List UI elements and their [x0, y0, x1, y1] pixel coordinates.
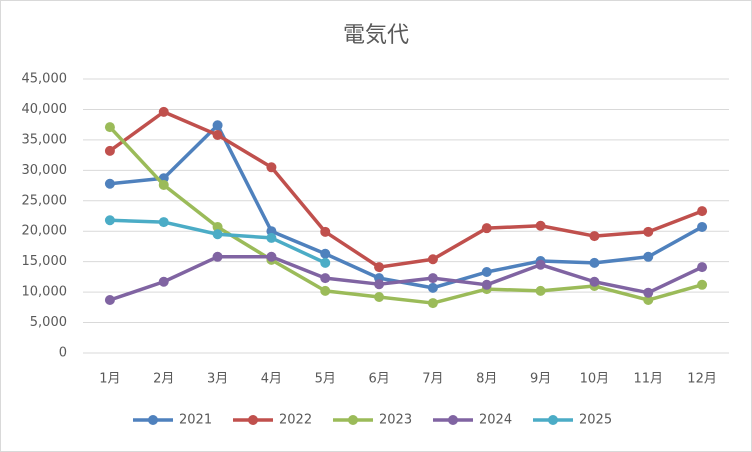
data-point: [697, 221, 708, 232]
x-tick-label: 10月: [580, 372, 610, 387]
data-point: [104, 215, 115, 226]
x-tick-label: 3月: [207, 372, 228, 387]
y-tick-label: 20,000: [22, 224, 68, 239]
legend-label: 2023: [379, 413, 412, 428]
data-point: [266, 251, 277, 262]
data-point: [589, 276, 600, 287]
data-point: [481, 223, 492, 234]
x-tick-label: 6月: [368, 372, 389, 387]
data-point: [320, 248, 331, 259]
data-point: [643, 251, 654, 262]
legend-marker: [148, 415, 158, 425]
x-tick-label: 5月: [315, 372, 336, 387]
data-point: [158, 179, 169, 190]
data-point: [374, 291, 385, 302]
x-tick-label: 1月: [99, 372, 120, 387]
data-point: [374, 262, 385, 273]
series-line: [108, 110, 704, 269]
y-tick-label: 10,000: [22, 285, 68, 300]
legend-label: 2025: [579, 413, 612, 428]
y-tick-label: 0: [59, 346, 67, 361]
data-point: [643, 287, 654, 298]
legend-label: 2022: [279, 413, 312, 428]
legend-label: 2021: [179, 413, 212, 428]
data-point: [320, 273, 331, 284]
legend-marker: [448, 415, 458, 425]
y-tick-label: 25,000: [22, 193, 68, 208]
data-point: [589, 231, 600, 242]
data-point: [104, 122, 115, 133]
x-tick-label: 9月: [530, 372, 551, 387]
data-point: [481, 267, 492, 278]
data-point: [374, 279, 385, 290]
x-tick-label: 4月: [261, 372, 282, 387]
data-point: [643, 295, 654, 306]
data-point: [320, 285, 331, 296]
y-tick-label: 40,000: [22, 102, 68, 117]
data-point: [212, 229, 223, 240]
chart-title: 電気代: [343, 23, 409, 48]
data-point: [212, 221, 223, 232]
data-point: [427, 273, 438, 284]
data-point: [535, 285, 546, 296]
x-tick-label: 7月: [422, 372, 443, 387]
legend-label: 2024: [479, 413, 512, 428]
y-tick-label: 5,000: [30, 315, 67, 330]
x-tick-label: 8月: [476, 372, 497, 387]
data-point: [104, 178, 115, 189]
data-point: [266, 162, 277, 173]
legend-marker: [348, 415, 358, 425]
data-point: [104, 145, 115, 156]
y-tick-label: 45,000: [22, 72, 68, 87]
series-line: [108, 125, 704, 305]
data-point: [320, 257, 331, 268]
data-point: [320, 226, 331, 237]
data-point: [212, 251, 223, 262]
data-point: [104, 295, 115, 306]
data-point: [697, 206, 708, 217]
series-line: [108, 255, 704, 302]
data-point: [589, 257, 600, 268]
data-point: [481, 279, 492, 290]
data-point: [427, 254, 438, 265]
legend-marker: [248, 415, 258, 425]
data-point: [212, 120, 223, 131]
data-point: [535, 220, 546, 231]
data-point: [697, 279, 708, 290]
series-line: [108, 123, 704, 290]
data-point: [158, 276, 169, 287]
data-point: [158, 106, 169, 117]
data-point: [266, 232, 277, 243]
data-point: [535, 259, 546, 270]
data-point: [427, 282, 438, 293]
x-tick-label: 11月: [633, 372, 663, 387]
y-tick-label: 35,000: [22, 132, 68, 147]
x-tick-label: 12月: [687, 372, 717, 387]
y-tick-label: 15,000: [22, 254, 68, 269]
data-point: [212, 130, 223, 141]
data-point: [697, 262, 708, 273]
data-point: [158, 217, 169, 228]
data-point: [643, 226, 654, 237]
data-point: [427, 298, 438, 309]
x-tick-label: 2月: [153, 372, 174, 387]
y-tick-label: 30,000: [22, 163, 68, 178]
legend-marker: [548, 415, 558, 425]
